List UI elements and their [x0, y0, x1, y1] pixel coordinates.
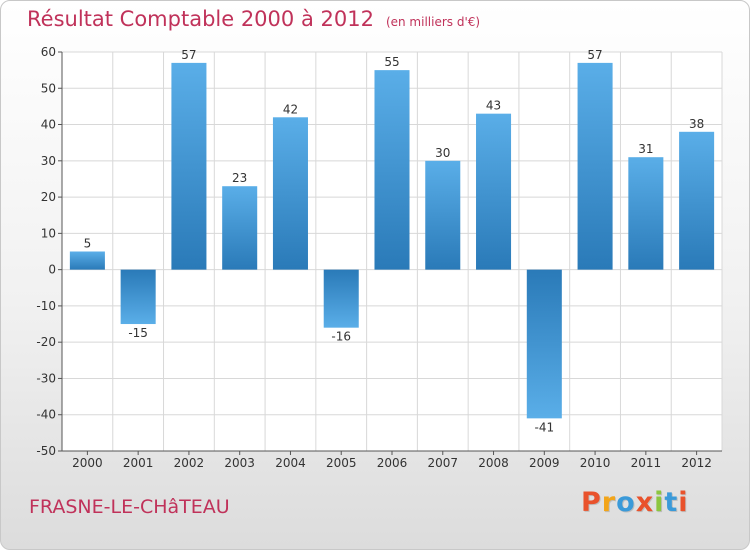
y-tick-label: 50 — [41, 81, 56, 95]
x-tick-label: 2008 — [478, 456, 509, 470]
bar — [171, 62, 207, 270]
x-tick-label: 2000 — [72, 456, 103, 470]
data-label: 57 — [181, 48, 196, 62]
y-tick-label: -40 — [36, 408, 56, 422]
chart-title-block: Résultat Comptable 2000 à 2012 (en millie… — [27, 7, 480, 31]
x-tick-label: 2002 — [174, 456, 205, 470]
data-label: 23 — [232, 171, 247, 185]
y-tick-label: 20 — [41, 190, 56, 204]
x-tick-label: 2005 — [326, 456, 357, 470]
data-label: 38 — [689, 117, 704, 131]
bar — [679, 131, 715, 270]
bar — [628, 157, 664, 270]
bar — [222, 186, 258, 270]
bar — [425, 160, 461, 270]
data-label: 5 — [84, 237, 92, 251]
data-label: -16 — [331, 330, 351, 344]
logo-letter: r — [601, 487, 617, 518]
bar — [120, 269, 156, 325]
y-tick-label: 10 — [41, 226, 56, 240]
x-tick-label: 2007 — [427, 456, 458, 470]
logo-letter: i — [654, 487, 665, 518]
data-label: 30 — [435, 146, 450, 160]
bar — [577, 62, 613, 270]
data-label: 57 — [587, 48, 602, 62]
logo-letter: x — [635, 487, 655, 518]
bar — [272, 117, 308, 270]
bar — [323, 269, 359, 328]
y-tick-label: -10 — [36, 299, 56, 313]
x-tick-label: 2004 — [275, 456, 306, 470]
data-label: 42 — [283, 102, 298, 116]
bar — [476, 113, 512, 270]
x-tick-label: 2010 — [580, 456, 611, 470]
bar — [374, 70, 410, 270]
bar — [526, 269, 562, 419]
y-tick-label: -50 — [36, 444, 56, 458]
data-label: 43 — [486, 99, 501, 113]
proxiti-logo: Proxiti — [581, 487, 689, 518]
data-label: 31 — [638, 142, 653, 156]
chart-title: Résultat Comptable 2000 à 2012 — [27, 7, 374, 31]
x-tick-label: 2003 — [224, 456, 255, 470]
logo-letter: t — [664, 487, 679, 518]
x-tick-label: 2011 — [631, 456, 662, 470]
place-name: FRASNE-LE-CHâTEAU — [29, 496, 230, 518]
y-tick-label: 30 — [41, 154, 56, 168]
bar — [69, 251, 105, 270]
x-tick-label: 2012 — [681, 456, 712, 470]
logo-letter: i — [678, 487, 689, 518]
y-tick-label: -30 — [36, 371, 56, 385]
data-label: 55 — [384, 55, 399, 69]
logo-letter: P — [581, 487, 602, 518]
x-tick-label: 2009 — [529, 456, 560, 470]
x-tick-label: 2001 — [123, 456, 154, 470]
x-tick-label: 2006 — [377, 456, 408, 470]
y-tick-label: 40 — [41, 118, 56, 132]
y-tick-label: 60 — [41, 45, 56, 59]
y-tick-label: -20 — [36, 335, 56, 349]
y-tick-label: 0 — [48, 263, 56, 277]
data-label: -41 — [535, 420, 555, 434]
logo-letter: o — [616, 487, 636, 518]
chart-subtitle: (en milliers d'€) — [385, 15, 481, 29]
data-label: -15 — [128, 326, 148, 340]
